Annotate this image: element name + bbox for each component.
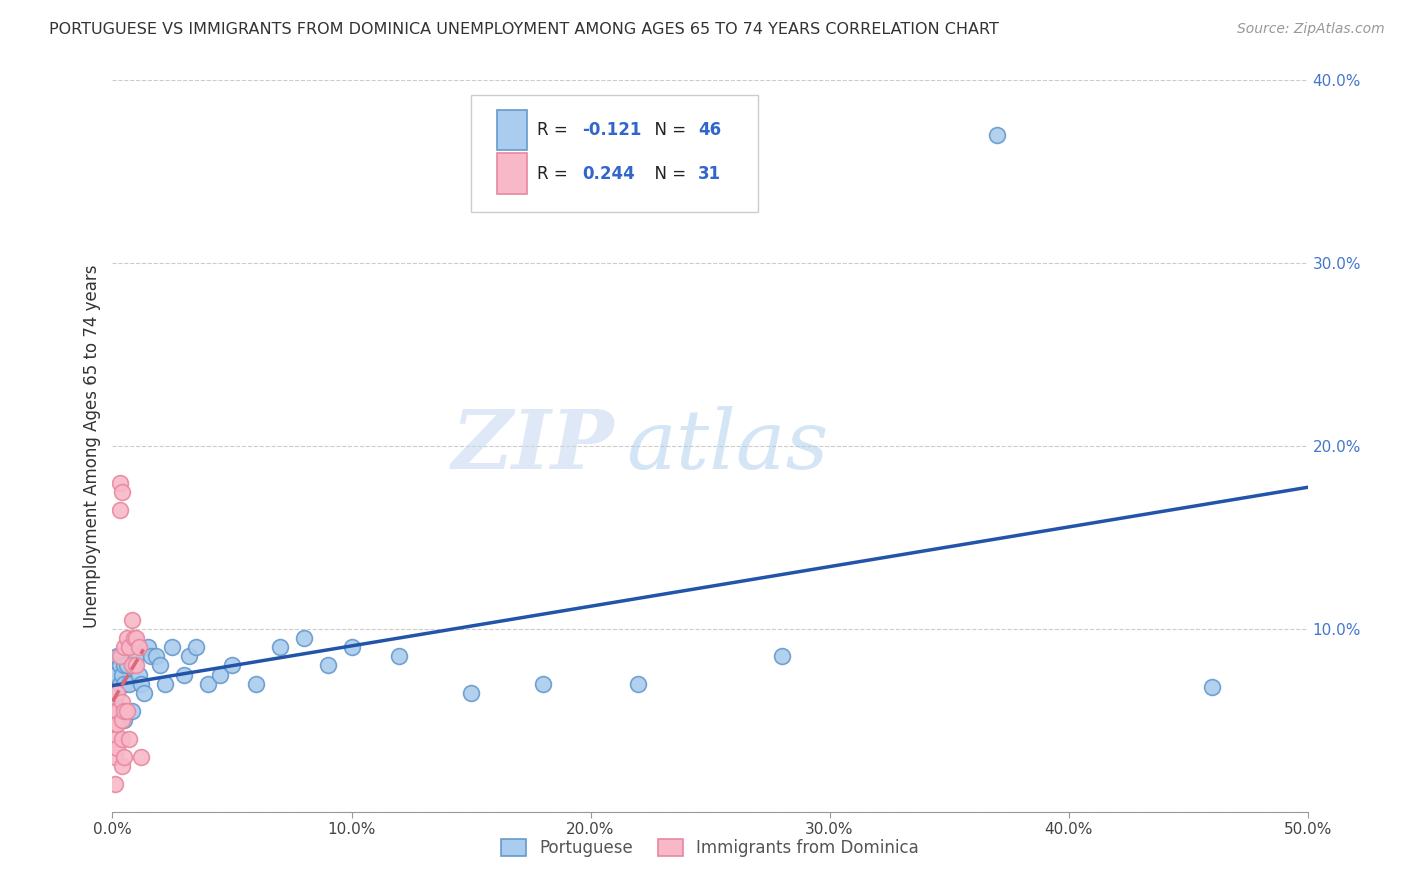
Legend: Portuguese, Immigrants from Dominica: Portuguese, Immigrants from Dominica [492,830,928,865]
Point [121,658,143,673]
Point [114,749,135,764]
Point [292,631,315,645]
Point [105,717,128,731]
Point [770,649,793,664]
Point [104,717,127,731]
Point [125,649,148,664]
Text: -0.121: -0.121 [582,120,641,138]
Point [108,503,131,517]
Point [460,686,482,700]
Point [177,649,200,664]
Point [1201,681,1223,695]
Point [115,658,138,673]
Point [104,777,127,791]
Point [111,695,134,709]
Point [105,714,128,728]
Text: 0.244: 0.244 [582,164,636,183]
Point [186,640,208,655]
Point [111,649,134,664]
Point [627,676,650,690]
Text: Source: ZipAtlas.com: Source: ZipAtlas.com [1237,22,1385,37]
Text: atlas: atlas [627,406,828,486]
Point [340,640,363,655]
Text: ZIP: ZIP [451,406,614,486]
Point [108,704,131,718]
Point [111,731,134,746]
Point [162,640,183,655]
FancyBboxPatch shape [471,95,758,212]
Point [115,631,138,645]
Point [108,649,131,664]
Text: R =: R = [537,164,572,183]
Point [108,475,131,490]
Point [114,676,135,690]
Point [129,749,152,764]
Point [221,658,243,673]
Point [388,649,411,664]
Point [108,676,131,690]
Point [121,613,143,627]
Point [125,631,148,645]
Point [105,686,128,700]
Point [111,484,134,499]
Point [115,704,138,718]
Point [531,676,554,690]
Point [111,704,134,718]
Point [104,731,127,746]
Point [269,640,291,655]
Point [105,649,128,664]
Y-axis label: Unemployment Among Ages 65 to 74 years: Unemployment Among Ages 65 to 74 years [83,264,101,628]
Point [145,649,167,664]
Point [114,640,135,655]
Point [986,128,1008,143]
Point [104,704,127,718]
Point [105,704,128,718]
Text: N =: N = [644,120,692,138]
Point [316,658,339,673]
Text: N =: N = [644,164,692,183]
Point [139,649,162,664]
Point [197,676,219,690]
Point [114,658,135,673]
Point [173,667,195,681]
Point [122,631,145,645]
Point [209,667,232,681]
Point [108,658,131,673]
Point [114,704,135,718]
Point [125,658,148,673]
Point [128,640,150,655]
Point [121,704,143,718]
Text: PORTUGUESE VS IMMIGRANTS FROM DOMINICA UNEMPLOYMENT AMONG AGES 65 TO 74 YEARS CO: PORTUGUESE VS IMMIGRANTS FROM DOMINICA U… [49,22,1000,37]
Point [129,676,152,690]
Text: 46: 46 [699,120,721,138]
FancyBboxPatch shape [498,110,527,150]
Point [128,667,150,681]
FancyBboxPatch shape [498,153,527,194]
Point [118,640,141,655]
Point [245,676,267,690]
Point [111,667,134,681]
Point [118,731,141,746]
Point [104,749,127,764]
Point [104,695,127,709]
Point [122,658,145,673]
Point [138,640,160,655]
Point [104,667,127,681]
Point [153,676,176,690]
Text: R =: R = [537,120,572,138]
Point [118,676,141,690]
Point [114,714,135,728]
Point [132,686,155,700]
Point [105,740,128,755]
Point [105,686,128,700]
Point [111,759,134,773]
Point [111,714,134,728]
Point [149,658,172,673]
Text: 31: 31 [699,164,721,183]
